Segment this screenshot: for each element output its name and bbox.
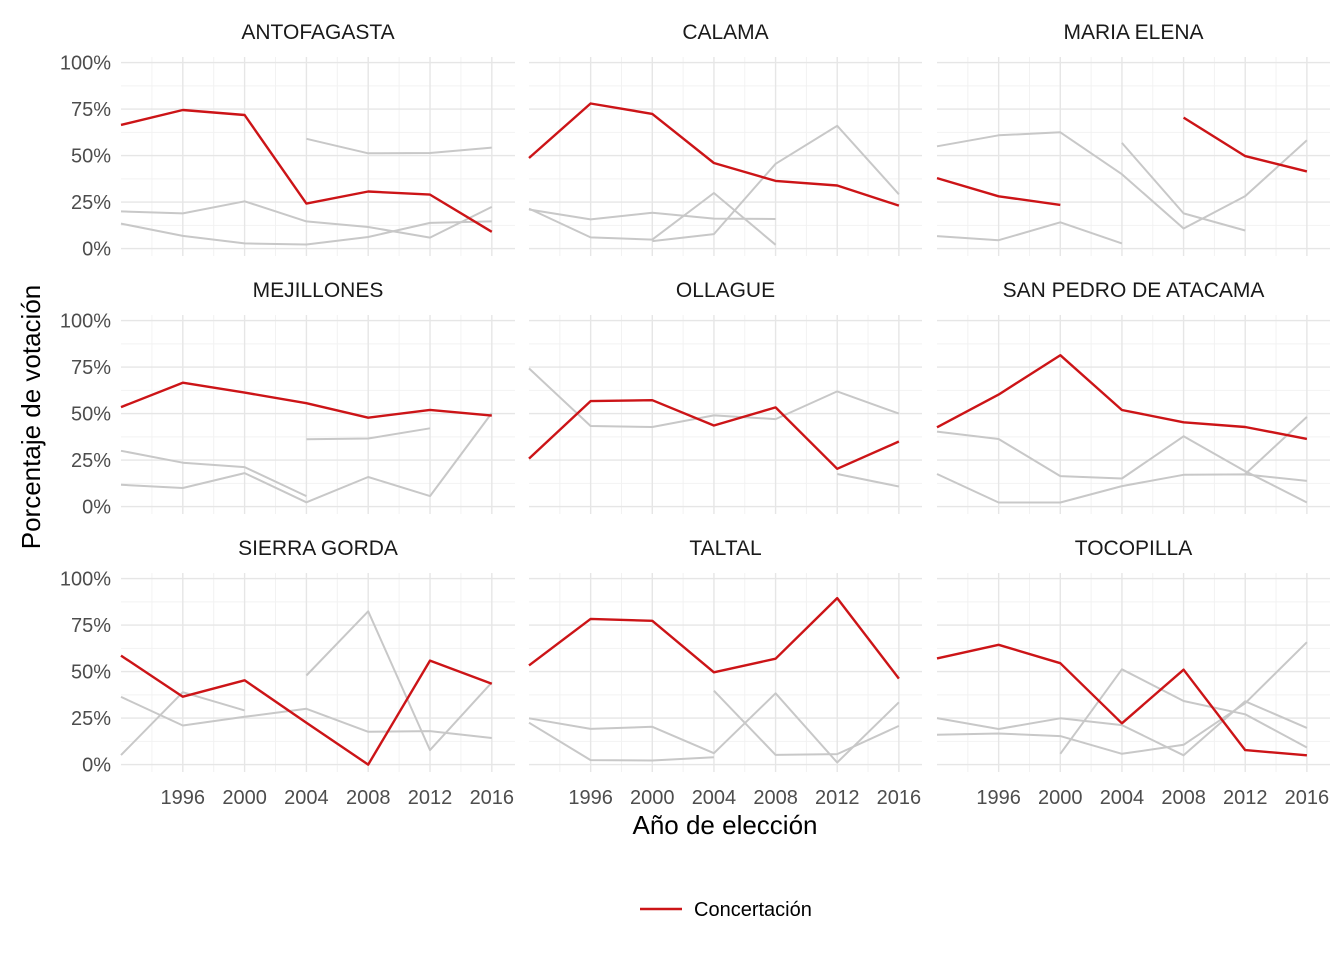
panel-taltal: TALTAL 1996 2000 2004 2008 2012 2016: [528, 537, 922, 809]
series-line-other: [120, 449, 307, 498]
legend: Concertación: [640, 899, 812, 921]
y-tick-label: 50%: [71, 146, 111, 168]
panel-ollague: OLLAGUE: [528, 279, 922, 514]
series-line-other: [120, 200, 493, 239]
series-line-other: [528, 721, 714, 762]
series-line-other: [1121, 142, 1246, 232]
series-line-other: [936, 430, 1308, 504]
strip-title-mejillones: MEJILLONES: [253, 279, 384, 302]
y-tick-label: 50%: [71, 662, 111, 684]
series-line-concertacion: [936, 354, 1308, 441]
x-tick-label: 2008: [753, 787, 798, 809]
series-line-other: [1244, 416, 1308, 475]
series-line-other: [306, 137, 492, 155]
series-line-other: [120, 691, 245, 756]
x-tick-label: 2016: [470, 787, 515, 809]
series-line-concertacion: [120, 108, 493, 233]
series-line-concertacion: [120, 654, 493, 766]
series-line-other: [120, 220, 492, 246]
series-line-concertacion: [528, 399, 900, 470]
strip-title-san-pedro-de-atacama: SAN PEDRO DE ATACAMA: [1003, 279, 1265, 302]
series-line-other: [1059, 668, 1308, 755]
strip-title-tocopilla: TOCOPILLA: [1075, 537, 1193, 560]
y-tick-label: 25%: [71, 192, 111, 214]
series-line-concertacion: [936, 643, 1308, 757]
facet-panels: ANTOFAGASTA 0% 25% 50% 75% 100% CALAMA MARIA EL…: [60, 21, 1330, 809]
strip-title-maria-elena: MARIA ELENA: [1063, 21, 1203, 44]
x-tick-label: 2000: [1038, 787, 1083, 809]
panel-maria-elena: MARIA ELENA: [936, 21, 1330, 256]
strip-title-ollague: OLLAGUE: [676, 279, 775, 302]
y-tick-label: 100%: [60, 53, 111, 75]
panel-calama: CALAMA: [528, 21, 922, 256]
strip-title-antofagasta: ANTOFAGASTA: [241, 21, 394, 44]
y-tick-label: 0%: [82, 497, 111, 519]
panel-tocopilla: TOCOPILLA 1996 2000 2004 2008 2012 2016: [936, 537, 1330, 809]
series-line-other: [120, 412, 493, 504]
y-tick-label: 50%: [71, 404, 111, 426]
panel-sierra-gorda: SIERRA GORDA 0% 25% 50% 75% 100% 1996 2000 2004 2…: [60, 537, 515, 809]
series-line-concertacion: [528, 596, 900, 680]
series-line-concertacion: [528, 102, 900, 207]
x-tick-label: 2012: [815, 787, 860, 809]
series-line-other: [837, 473, 900, 488]
y-tick-label: 0%: [82, 239, 111, 261]
y-tick-label: 100%: [60, 311, 111, 333]
y-tick-label: 75%: [71, 99, 111, 121]
strip-title-sierra-gorda: SIERRA GORDA: [238, 537, 398, 560]
x-tick-label: 2016: [877, 787, 922, 809]
series-line-other: [306, 427, 431, 441]
x-tick-label: 2004: [284, 787, 329, 809]
panel-mejillones: MEJILLONES 0% 25% 50% 75% 100%: [60, 279, 515, 519]
x-axis-title: Año de elección: [632, 810, 817, 840]
series-line-concertacion: [120, 381, 492, 419]
series-line-other: [936, 641, 1308, 755]
x-tick-label: 1996: [161, 787, 206, 809]
series-line-other: [652, 124, 900, 243]
series-line-concertacion: [1182, 116, 1308, 173]
y-tick-label: 75%: [71, 615, 111, 637]
panel-san-pedro-de-atacama: SAN PEDRO DE ATACAMA: [936, 279, 1330, 514]
series-line-other: [305, 610, 493, 752]
x-tick-label: 2000: [630, 787, 675, 809]
series-line-other: [120, 695, 492, 739]
y-tick-label: 100%: [60, 569, 111, 591]
y-axis-title: Porcentaje de votación: [16, 285, 46, 550]
panel-antofagasta: ANTOFAGASTA 0% 25% 50% 75% 100%: [60, 21, 515, 261]
series-line-concertacion: [936, 176, 1061, 207]
series-line-other: [936, 221, 1123, 245]
series-line-other: [528, 367, 900, 428]
x-tick-label: 2016: [1285, 787, 1330, 809]
strip-title-taltal: TALTAL: [689, 537, 761, 560]
x-tick-label: 2008: [1161, 787, 1206, 809]
series-line-other: [936, 131, 1308, 230]
y-tick-label: 75%: [71, 357, 111, 379]
series-line-other: [936, 700, 1308, 757]
x-tick-label: 2008: [346, 787, 391, 809]
series-line-other: [528, 692, 900, 764]
y-tick-label: 0%: [82, 755, 111, 777]
series-line-other: [936, 473, 1308, 504]
x-tick-label: 2012: [1223, 787, 1268, 809]
legend-label-concertacion: Concertación: [694, 899, 812, 921]
x-tick-label: 2004: [1100, 787, 1145, 809]
x-tick-label: 1996: [976, 787, 1021, 809]
x-tick-label: 2000: [222, 787, 267, 809]
y-tick-label: 25%: [71, 708, 111, 730]
x-tick-label: 1996: [568, 787, 613, 809]
x-tick-label: 2012: [408, 787, 453, 809]
x-tick-label: 2004: [692, 787, 737, 809]
series-line-other: [528, 208, 776, 221]
series-line-other: [713, 690, 900, 756]
strip-title-calama: CALAMA: [682, 21, 768, 44]
y-tick-label: 25%: [71, 450, 111, 472]
